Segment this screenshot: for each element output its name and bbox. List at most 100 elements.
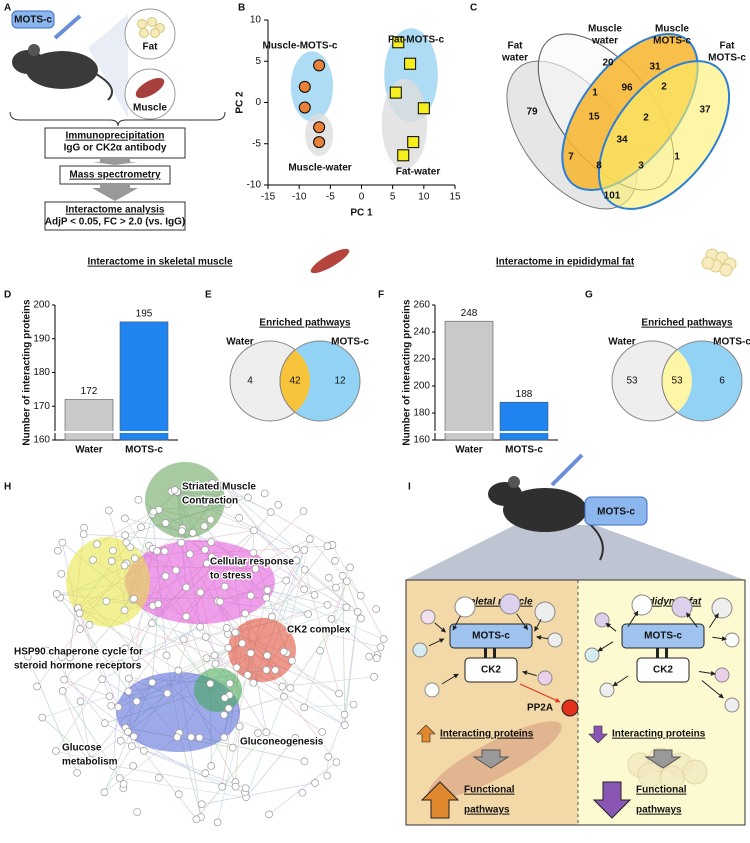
network-node	[249, 678, 258, 687]
point	[392, 36, 405, 49]
interaction-arrow	[452, 615, 461, 631]
section-heading: Interactome in epididymal fat	[496, 257, 635, 268]
network-edge	[245, 737, 296, 798]
region-count: 3	[638, 161, 644, 172]
network-edge	[266, 669, 337, 763]
network-node	[140, 746, 148, 755]
link	[493, 648, 496, 658]
network-node	[279, 692, 288, 701]
network-node	[246, 649, 255, 657]
cluster-label: Cellular response	[210, 557, 294, 568]
x-tick-label: -15	[261, 192, 276, 203]
network-node	[220, 694, 229, 702]
set-count: 53	[671, 376, 683, 387]
network-node	[174, 790, 183, 799]
x-tick-label: -5	[326, 192, 335, 203]
interaction-arrow	[536, 635, 549, 641]
network-node	[325, 573, 333, 582]
network-node	[202, 654, 211, 663]
network-edge	[253, 552, 347, 608]
network-edge	[304, 704, 354, 708]
panel-letter: E	[205, 290, 212, 301]
x-axis-label: PC 1	[350, 208, 373, 219]
network-node	[208, 479, 217, 487]
network-node	[206, 515, 215, 524]
network-node	[223, 500, 232, 509]
network-edge	[331, 581, 348, 620]
network-edge	[63, 679, 110, 697]
network-node	[372, 605, 380, 613]
pathway-label: pathways	[636, 805, 682, 816]
big-arrow	[420, 781, 460, 819]
bar	[119, 321, 169, 441]
network-node	[356, 591, 365, 600]
network-node	[197, 800, 206, 809]
venn-title: Enriched pathways	[641, 318, 733, 329]
y-tick-label: 160	[33, 435, 50, 446]
label-box	[584, 496, 648, 526]
network-edge	[344, 611, 358, 715]
protein	[724, 697, 740, 713]
series-label: Muscle-MOTS-c	[262, 41, 337, 52]
y-axis-label: PC 2	[235, 91, 246, 114]
network-edge	[104, 722, 223, 788]
y-tick-label: 200	[413, 381, 430, 392]
network-node	[76, 697, 85, 706]
peptide-box	[449, 623, 533, 649]
network-node	[241, 609, 250, 618]
bar	[499, 401, 549, 441]
y-tick-label: 190	[33, 333, 50, 344]
set-label: Water	[226, 337, 254, 348]
network-node	[332, 583, 340, 592]
interaction-arrow	[534, 618, 542, 632]
fat-cell	[139, 28, 149, 38]
network-node	[120, 606, 129, 615]
network-node	[340, 721, 349, 729]
network-node	[305, 535, 314, 543]
network-node	[178, 527, 186, 535]
mouse-body	[26, 51, 98, 89]
network-node	[300, 757, 309, 766]
network-node	[231, 628, 240, 637]
network-node	[98, 675, 107, 684]
set-label: MOTS-c	[331, 337, 369, 348]
network-node	[149, 507, 158, 516]
fat-bg	[637, 762, 663, 788]
network-node	[58, 538, 67, 547]
network-node	[331, 556, 339, 565]
network-node	[231, 782, 240, 791]
network-node	[304, 610, 313, 618]
network-node	[160, 547, 169, 556]
y-tick-label: 180	[413, 408, 430, 419]
network-node	[66, 653, 74, 662]
x-tick-label: 15	[449, 192, 461, 203]
fat-cell	[150, 28, 160, 38]
network-node	[310, 591, 319, 599]
network-node	[127, 742, 136, 750]
network-edge	[90, 731, 129, 760]
network-node	[220, 710, 228, 719]
network-node	[108, 661, 117, 669]
interaction-arrow	[516, 613, 529, 631]
cluster	[125, 540, 275, 624]
set-label: MOTS-c	[713, 337, 750, 348]
series-halo	[290, 51, 334, 122]
network-node	[311, 779, 319, 787]
protein	[454, 596, 476, 618]
pathway-label: Functional	[464, 785, 515, 796]
network-node	[134, 495, 143, 504]
y-tick-label: 160	[413, 435, 430, 446]
interaction-arrow	[698, 670, 716, 676]
network-node	[57, 569, 66, 578]
network-node	[130, 554, 139, 563]
protein	[599, 682, 615, 698]
region-count: 15	[588, 112, 600, 123]
network-edge	[201, 782, 316, 805]
set-count: 12	[334, 376, 346, 387]
link	[665, 648, 668, 658]
panel-letter: F	[378, 290, 384, 301]
kinase-label: CK2	[653, 665, 673, 676]
network-node	[161, 519, 170, 527]
network-edge	[245, 696, 285, 798]
y-tick-label: 5	[255, 56, 261, 67]
